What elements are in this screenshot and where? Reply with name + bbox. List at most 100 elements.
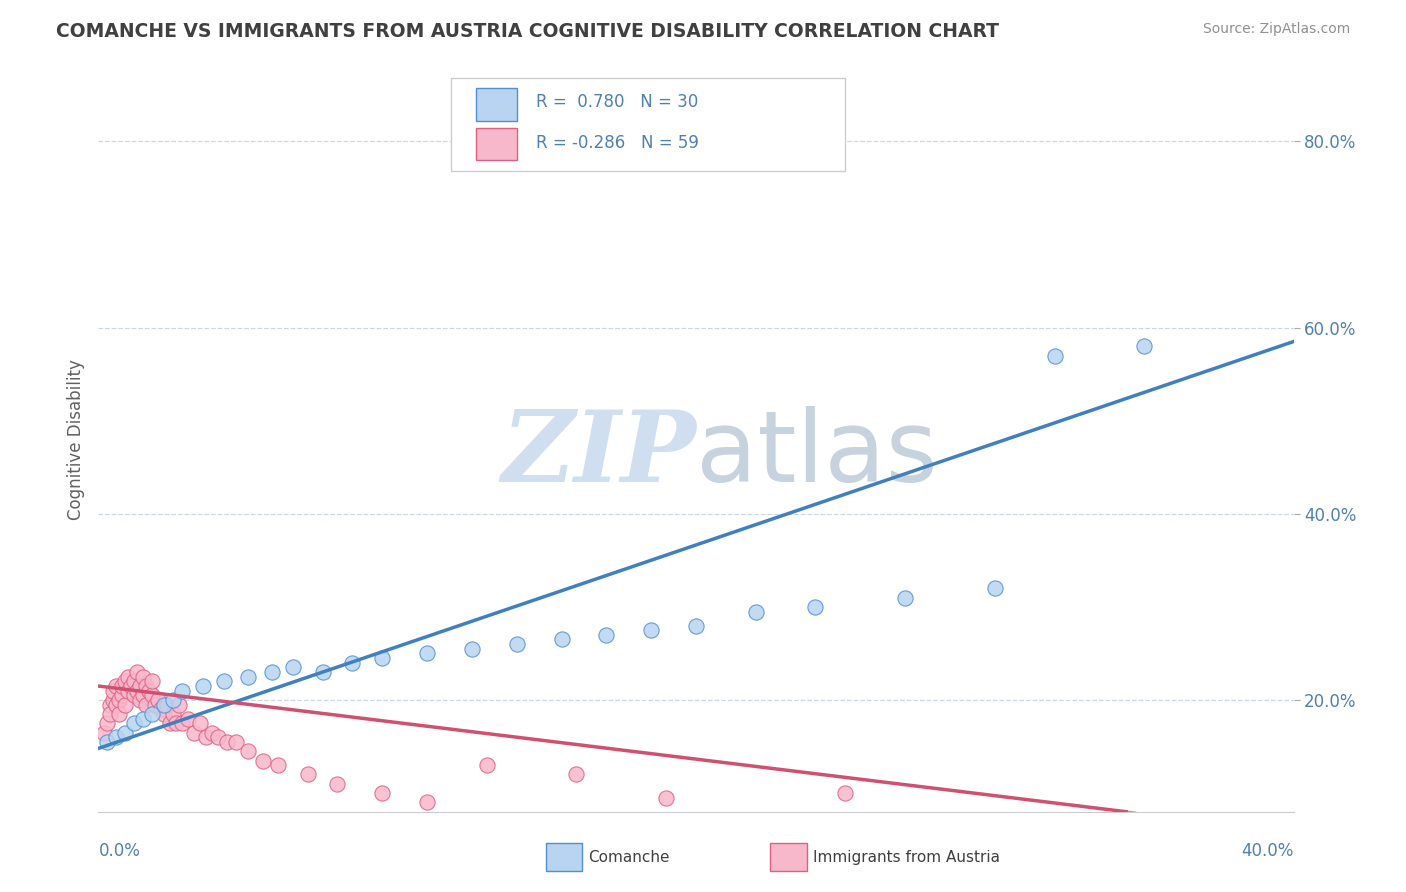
Point <box>117 670 139 684</box>
Point <box>162 706 184 721</box>
Point <box>225 735 247 749</box>
Point <box>96 716 118 731</box>
Point <box>804 599 827 614</box>
Point <box>105 679 128 693</box>
Point <box>117 683 139 698</box>
Point <box>103 683 125 698</box>
Point <box>461 641 484 656</box>
Point <box>212 674 235 689</box>
Point <box>281 660 304 674</box>
Point <box>188 716 211 731</box>
Point <box>105 730 128 744</box>
Point <box>124 674 146 689</box>
Point <box>114 674 136 689</box>
Point <box>114 725 136 739</box>
Point <box>260 665 283 679</box>
Point <box>138 683 160 698</box>
Point <box>655 790 678 805</box>
Point <box>96 735 118 749</box>
Point <box>172 716 194 731</box>
Point <box>132 670 155 684</box>
Point <box>135 698 157 712</box>
Point <box>141 689 163 703</box>
Point <box>416 796 439 810</box>
Point <box>177 712 200 726</box>
Point <box>183 725 205 739</box>
Point <box>108 693 131 707</box>
Point <box>148 693 170 707</box>
Point <box>165 716 187 731</box>
Point <box>132 689 155 703</box>
Point <box>162 693 184 707</box>
Point <box>201 725 224 739</box>
Y-axis label: Cognitive Disability: Cognitive Disability <box>66 359 84 520</box>
Text: Comanche: Comanche <box>588 850 669 864</box>
Point <box>111 689 134 703</box>
Point <box>105 698 128 712</box>
Point <box>326 777 349 791</box>
Point <box>93 725 115 739</box>
Point <box>1133 339 1156 353</box>
Point <box>984 582 1007 596</box>
Point <box>342 656 364 670</box>
Text: Immigrants from Austria: Immigrants from Austria <box>813 850 1000 864</box>
Text: COMANCHE VS IMMIGRANTS FROM AUSTRIA COGNITIVE DISABILITY CORRELATION CHART: COMANCHE VS IMMIGRANTS FROM AUSTRIA COGN… <box>56 22 1000 41</box>
Point <box>894 591 917 605</box>
Point <box>153 698 176 712</box>
Point <box>834 786 856 800</box>
Point <box>132 712 155 726</box>
Point <box>129 679 152 693</box>
Point <box>1043 349 1066 363</box>
Point <box>98 698 122 712</box>
Point <box>297 767 319 781</box>
Point <box>215 735 238 749</box>
Point <box>252 754 274 768</box>
Point <box>207 730 229 744</box>
Point <box>98 706 122 721</box>
Text: R = -0.286   N = 59: R = -0.286 N = 59 <box>536 135 699 153</box>
Text: ZIP: ZIP <box>501 406 696 502</box>
Point <box>111 679 134 693</box>
Point <box>371 786 394 800</box>
Text: atlas: atlas <box>696 406 938 503</box>
Point <box>120 679 142 693</box>
Point <box>127 683 149 698</box>
Point <box>156 698 179 712</box>
Text: 0.0%: 0.0% <box>98 841 141 860</box>
Point <box>595 628 617 642</box>
Point <box>129 693 152 707</box>
Point <box>103 693 125 707</box>
Point <box>141 674 163 689</box>
Point <box>167 698 190 712</box>
Point <box>191 679 214 693</box>
Point <box>135 679 157 693</box>
Point <box>141 706 163 721</box>
Point <box>153 706 176 721</box>
Point <box>640 623 662 637</box>
Point <box>267 758 290 772</box>
Point <box>311 665 333 679</box>
Point <box>172 683 194 698</box>
Point <box>565 767 588 781</box>
Point <box>124 716 146 731</box>
Point <box>159 716 181 731</box>
Point <box>416 647 439 661</box>
Text: R =  0.780   N = 30: R = 0.780 N = 30 <box>536 94 697 112</box>
FancyBboxPatch shape <box>451 78 845 171</box>
FancyBboxPatch shape <box>477 88 517 121</box>
Point <box>506 637 529 651</box>
Point <box>745 605 768 619</box>
Point <box>236 744 259 758</box>
FancyBboxPatch shape <box>477 128 517 161</box>
Point <box>236 670 259 684</box>
Text: 40.0%: 40.0% <box>1241 841 1294 860</box>
Point <box>124 689 146 703</box>
Point <box>371 651 394 665</box>
Point <box>685 618 707 632</box>
Point <box>195 730 218 744</box>
Text: Source: ZipAtlas.com: Source: ZipAtlas.com <box>1202 22 1350 37</box>
Point <box>114 698 136 712</box>
Point <box>108 706 131 721</box>
Point <box>143 698 166 712</box>
Point <box>475 758 498 772</box>
